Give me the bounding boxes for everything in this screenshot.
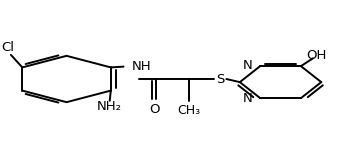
Text: Cl: Cl [1,41,14,54]
Text: NH: NH [132,60,151,73]
Text: CH₃: CH₃ [177,104,201,117]
Text: S: S [216,73,224,85]
Text: N: N [243,59,253,72]
Text: N: N [243,92,253,105]
Text: NH₂: NH₂ [96,100,121,113]
Text: O: O [149,103,159,116]
Text: OH: OH [306,49,327,62]
